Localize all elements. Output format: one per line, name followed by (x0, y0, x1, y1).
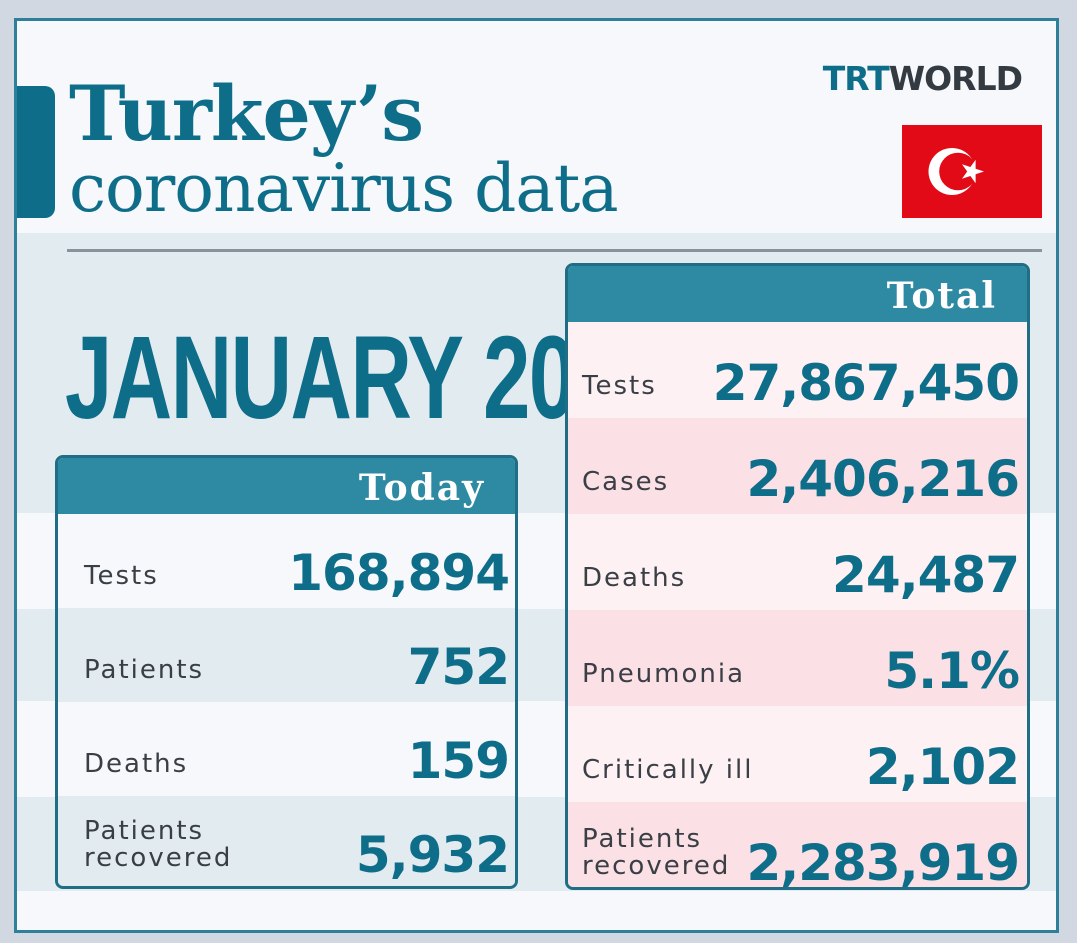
total-heading: Total (568, 266, 1027, 322)
table-row: Tests 27,867,450 (568, 322, 1027, 418)
page-title-line2: coronavirus data (69, 150, 619, 227)
row-label: Cases (582, 467, 670, 497)
infographic-card: Turkey’s coronavirus data TRTWORLD JANUA… (14, 18, 1059, 933)
total-panel: Total Tests 27,867,450 Cases 2,406,216 D… (565, 263, 1030, 890)
logo-trt: TRT (822, 59, 890, 98)
row-value: 27,867,450 (712, 354, 1020, 412)
row-label: Tests (582, 371, 657, 401)
row-label: Patients recovered (84, 816, 233, 873)
row-label: Patients recovered (582, 824, 731, 881)
trt-world-logo: TRTWORLD (822, 59, 1023, 98)
table-row: Deaths 159 (58, 702, 515, 796)
row-label: Critically ill (582, 755, 754, 785)
row-value: 2,406,216 (746, 450, 1020, 508)
table-row: Cases 2,406,216 (568, 418, 1027, 514)
page-title-line1: Turkey’s (69, 69, 424, 158)
row-label: Pneumonia (582, 659, 746, 689)
turkey-flag-icon (902, 125, 1042, 218)
row-value: 24,487 (832, 546, 1020, 604)
table-row: Patients 752 (58, 608, 515, 702)
row-label: Deaths (582, 563, 687, 593)
row-value: 752 (407, 638, 510, 696)
row-label: Patients (84, 655, 205, 685)
row-value: 168,894 (288, 544, 510, 602)
row-value: 159 (407, 732, 510, 790)
row-value: 2,283,919 (746, 834, 1020, 890)
row-value: 5,932 (355, 826, 510, 884)
divider (67, 249, 1042, 252)
table-row: Tests 168,894 (58, 514, 515, 608)
report-date: JANUARY 20 (65, 312, 576, 444)
table-row: Patients recovered 5,932 (58, 796, 515, 886)
table-row: Deaths 24,487 (568, 514, 1027, 610)
row-label: Deaths (84, 749, 189, 779)
accent-tab (17, 86, 55, 218)
table-row: Critically ill 2,102 (568, 706, 1027, 802)
logo-world: WORLD (888, 59, 1023, 98)
row-value: 2,102 (865, 738, 1020, 796)
row-value: 5.1% (884, 642, 1020, 700)
table-row: Pneumonia 5.1% (568, 610, 1027, 706)
today-heading: Today (58, 458, 515, 514)
row-label: Tests (84, 561, 159, 591)
today-panel: Today Tests 168,894 Patients 752 Deaths … (55, 455, 518, 889)
table-row: Patients recovered 2,283,919 (568, 802, 1027, 890)
